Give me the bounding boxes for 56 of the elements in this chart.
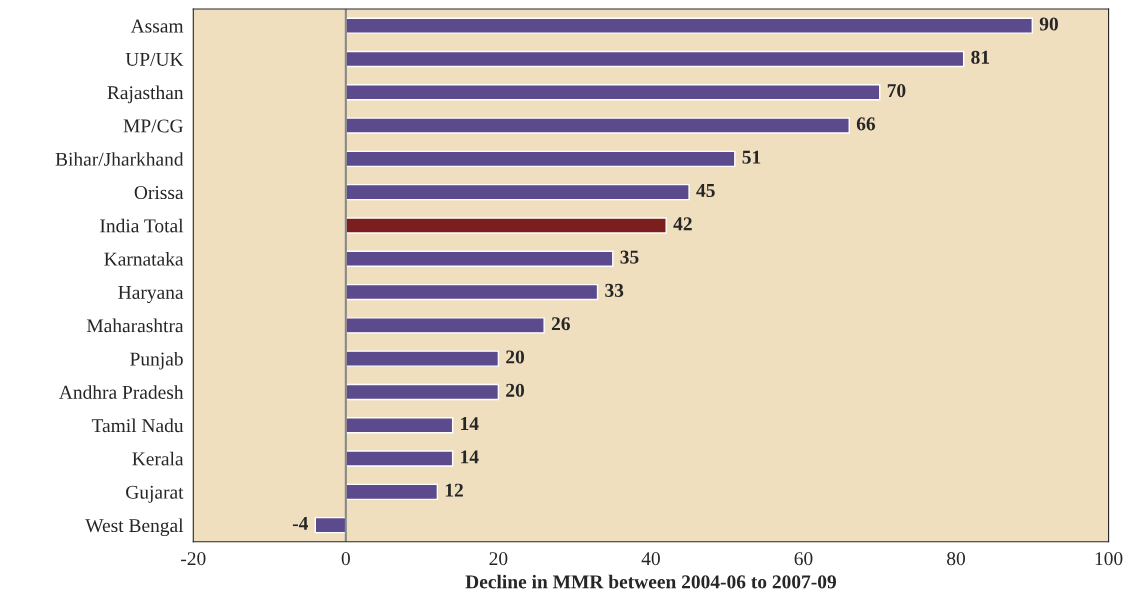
x-axis-title: Decline in MMR between 2004-06 to 2007-09: [465, 574, 836, 589]
y-tick-label: MP/CG: [123, 119, 183, 133]
y-tick-label: Haryana: [118, 286, 184, 303]
y-tick-label: Tamil Nadu: [91, 418, 184, 433]
bar: [345, 117, 850, 134]
data-label: -4: [292, 517, 309, 530]
data-label: 45: [696, 184, 715, 198]
bar: [345, 217, 667, 234]
y-tick-label: UP/UK: [125, 52, 184, 66]
bar: [345, 283, 599, 301]
bar: [345, 150, 736, 168]
x-tick-label: 60: [794, 552, 813, 566]
x-tick-label: 100: [1095, 552, 1123, 566]
bar: [345, 450, 454, 467]
data-label: 26: [551, 317, 570, 331]
data-label: 20: [506, 383, 525, 397]
data-label: 90: [1039, 17, 1058, 31]
data-label: 35: [620, 250, 639, 264]
data-label: 81: [971, 50, 990, 64]
x-tick-label: -20: [181, 552, 206, 566]
data-label: 14: [461, 417, 479, 430]
y-tick-label: Assam: [130, 19, 184, 33]
y-tick-label: Punjab: [130, 351, 183, 370]
x-tick-label: 20: [489, 552, 508, 566]
bar: [345, 17, 1033, 34]
bar: [345, 183, 690, 201]
bar: [314, 516, 347, 534]
y-tick-label: West Bengal: [85, 518, 184, 537]
y-tick-label: Bihar/Jharkhand: [55, 152, 184, 166]
bar: [345, 84, 881, 101]
bar: [345, 250, 614, 267]
bar: [345, 350, 500, 367]
data-label: 33: [605, 283, 624, 297]
data-label: 42: [673, 217, 692, 231]
bar: [345, 417, 454, 434]
y-tick-label: India Total: [100, 218, 184, 233]
bar: [345, 50, 965, 68]
y-tick-label: Kerala: [132, 451, 184, 466]
data-label: 12: [445, 483, 463, 497]
data-label: 14: [461, 450, 479, 464]
x-tick-label: 80: [947, 552, 966, 566]
y-tick-label: Orissa: [134, 186, 184, 200]
data-label: 70: [887, 84, 906, 98]
y-tick-label: Maharashtra: [86, 318, 184, 333]
y-tick-label: Gujarat: [126, 485, 184, 503]
data-label: 20: [506, 350, 525, 364]
data-label: 51: [742, 150, 761, 164]
bar: [345, 483, 439, 501]
x-tick-label: 0: [341, 552, 350, 566]
bar: [345, 317, 545, 334]
x-tick-label: 40: [641, 552, 660, 566]
data-label: 66: [856, 117, 876, 131]
y-tick-label: Rajasthan: [107, 85, 184, 104]
bar: [345, 383, 500, 401]
y-tick-label: Karnataka: [104, 252, 184, 266]
y-tick-label: Andhra Pradesh: [59, 385, 184, 399]
